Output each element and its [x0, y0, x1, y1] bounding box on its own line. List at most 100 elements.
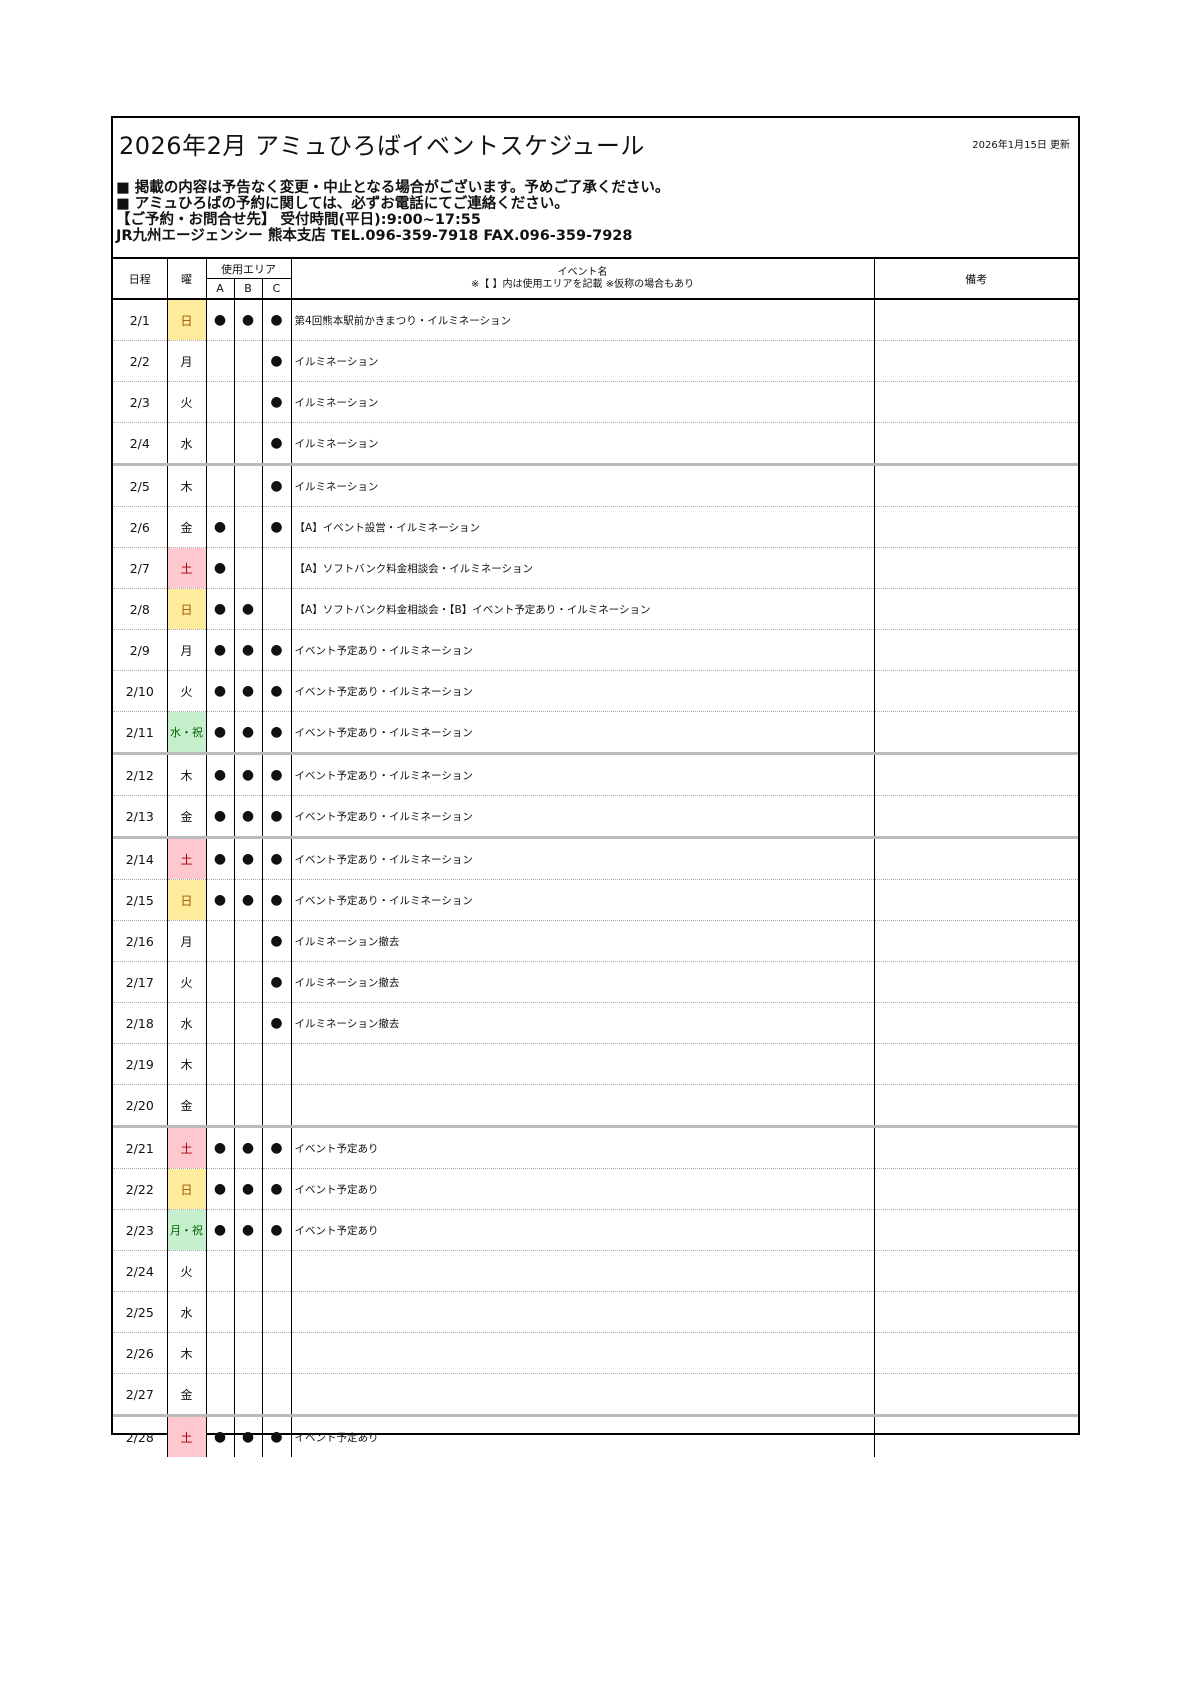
area-c-cell: ●	[262, 1415, 292, 1457]
table-row: 2/16 月 ● イルミネーション撤去	[113, 920, 1079, 962]
date-cell: 2/12	[113, 753, 168, 796]
area-c-cell: ●	[262, 1168, 292, 1210]
area-a-cell	[206, 1043, 235, 1085]
remarks-cell	[874, 422, 1079, 466]
event-cell: イベント予定あり・イルミネーション	[291, 670, 875, 712]
area-b-cell	[234, 1084, 263, 1128]
event-cell: 【A】ソフトバンク料金相談会・【B】イベント予定あり・イルミネーション	[291, 588, 875, 630]
table-row: 2/13 金 ● ● ● イベント予定あり・イルミネーション	[113, 795, 1079, 839]
remarks-cell	[874, 795, 1079, 839]
area-c-cell: ●	[262, 422, 292, 466]
table-row: 2/21 土 ● ● ● イベント予定あり	[113, 1126, 1079, 1169]
area-c-cell: ●	[262, 1209, 292, 1251]
remarks-cell	[874, 1084, 1079, 1128]
date-cell: 2/6	[113, 506, 168, 548]
area-a-cell: ●	[206, 629, 235, 671]
area-c-cell	[262, 1291, 292, 1333]
area-a-cell: ●	[206, 837, 235, 880]
area-b-cell: ●	[234, 1415, 263, 1457]
area-a-cell	[206, 920, 235, 962]
remarks-cell	[874, 1126, 1079, 1169]
weekday-cell: 火	[167, 961, 207, 1003]
area-c-cell: ●	[262, 1126, 292, 1169]
area-a-cell: ●	[206, 506, 235, 548]
area-c-cell: ●	[262, 340, 292, 382]
col-area: 使用エリア	[206, 257, 292, 279]
event-cell: イベント予定あり	[291, 1126, 875, 1169]
area-b-cell	[234, 422, 263, 466]
event-cell: イベント予定あり・イルミネーション	[291, 629, 875, 671]
area-c-cell: ●	[262, 464, 292, 507]
area-a-cell: ●	[206, 1168, 235, 1210]
col-event: イベント名 ※【 】内は使用エリアを記載 ※仮称の場合もあり	[291, 257, 875, 300]
area-a-cell	[206, 381, 235, 423]
area-b-cell	[234, 1373, 263, 1417]
area-b-cell	[234, 1250, 263, 1292]
table-row: 2/2 月 ● イルミネーション	[113, 340, 1079, 382]
area-c-cell: ●	[262, 299, 292, 341]
area-c-cell: ●	[262, 920, 292, 962]
event-cell: イルミネーション	[291, 464, 875, 507]
date-cell: 2/4	[113, 422, 168, 466]
weekday-cell: 金	[167, 795, 207, 839]
event-cell: イベント予定あり	[291, 1168, 875, 1210]
area-b-cell: ●	[234, 299, 263, 341]
remarks-cell	[874, 879, 1079, 921]
event-cell: イルミネーション撤去	[291, 961, 875, 1003]
table-row: 2/23 月・祝 ● ● ● イベント予定あり	[113, 1209, 1079, 1251]
area-b-cell: ●	[234, 670, 263, 712]
weekday-cell: 火	[167, 670, 207, 712]
area-b-cell	[234, 340, 263, 382]
area-c-cell: ●	[262, 879, 292, 921]
contact-hours: 【ご予約・お問合せ先】 受付時間(平日):9:00~17:55	[116, 212, 481, 228]
area-b-cell: ●	[234, 795, 263, 839]
area-b-cell: ●	[234, 1126, 263, 1169]
date-cell: 2/17	[113, 961, 168, 1003]
col-area-a: A	[206, 278, 235, 300]
area-b-cell: ●	[234, 711, 263, 755]
schedule-sheet: 2026年2月 アミュひろばイベントスケジュール 2026年1月15日 更新 ■…	[111, 116, 1080, 1457]
notice-line: ■ アミュひろばの予約に関しては、必ずお電話にてご連絡ください。	[116, 196, 569, 212]
table-row: 2/8 日 ● ● 【A】ソフトバンク料金相談会・【B】イベント予定あり・イルミネーショ…	[113, 588, 1079, 630]
date-cell: 2/23	[113, 1209, 168, 1251]
table-row: 2/17 火 ● イルミネーション撤去	[113, 961, 1079, 1003]
area-a-cell	[206, 1250, 235, 1292]
area-c-cell	[262, 1043, 292, 1085]
area-a-cell: ●	[206, 711, 235, 755]
date-cell: 2/24	[113, 1250, 168, 1292]
weekday-cell: 水	[167, 1002, 207, 1044]
col-event-note: ※【 】内は使用エリアを記載 ※仮称の場合もあり	[470, 278, 695, 290]
area-b-cell	[234, 1043, 263, 1085]
area-a-cell	[206, 1332, 235, 1374]
area-a-cell	[206, 464, 235, 507]
area-b-cell	[234, 506, 263, 548]
area-b-cell	[234, 381, 263, 423]
event-cell: イベント予定あり・イルミネーション	[291, 879, 875, 921]
weekday-cell: 月・祝	[167, 1209, 207, 1251]
date-cell: 2/3	[113, 381, 168, 423]
weekday-cell: 水	[167, 422, 207, 466]
table-row: 2/24 火	[113, 1250, 1079, 1292]
event-cell: イベント予定あり・イルミネーション	[291, 711, 875, 755]
event-cell: イベント予定あり・イルミネーション	[291, 753, 875, 796]
area-b-cell	[234, 961, 263, 1003]
weekday-cell: 火	[167, 1250, 207, 1292]
table-row: 2/7 土 ● 【A】ソフトバンク料金相談会・イルミネーション	[113, 547, 1079, 589]
date-cell: 2/1	[113, 299, 168, 341]
table-row: 2/1 日 ● ● ● 第4回熊本駅前かきまつり・イルミネーション	[113, 299, 1079, 341]
weekday-cell: 日	[167, 299, 207, 341]
area-c-cell: ●	[262, 961, 292, 1003]
table-row: 2/11 水・祝 ● ● ● イベント予定あり・イルミネーション	[113, 711, 1079, 755]
area-c-cell: ●	[262, 1002, 292, 1044]
remarks-cell	[874, 1416, 1078, 1458]
event-cell	[291, 1291, 875, 1333]
date-cell: 2/7	[113, 547, 168, 589]
weekday-cell: 木	[167, 1043, 207, 1085]
area-b-cell: ●	[234, 1168, 263, 1210]
table-row: 2/10 火 ● ● ● イベント予定あり・イルミネーション	[113, 670, 1079, 712]
area-c-cell: ●	[262, 795, 292, 839]
area-a-cell: ●	[206, 795, 235, 839]
weekday-cell: 金	[167, 506, 207, 548]
col-date: 日程	[113, 257, 168, 300]
event-cell: イルミネーション撤去	[291, 920, 875, 962]
